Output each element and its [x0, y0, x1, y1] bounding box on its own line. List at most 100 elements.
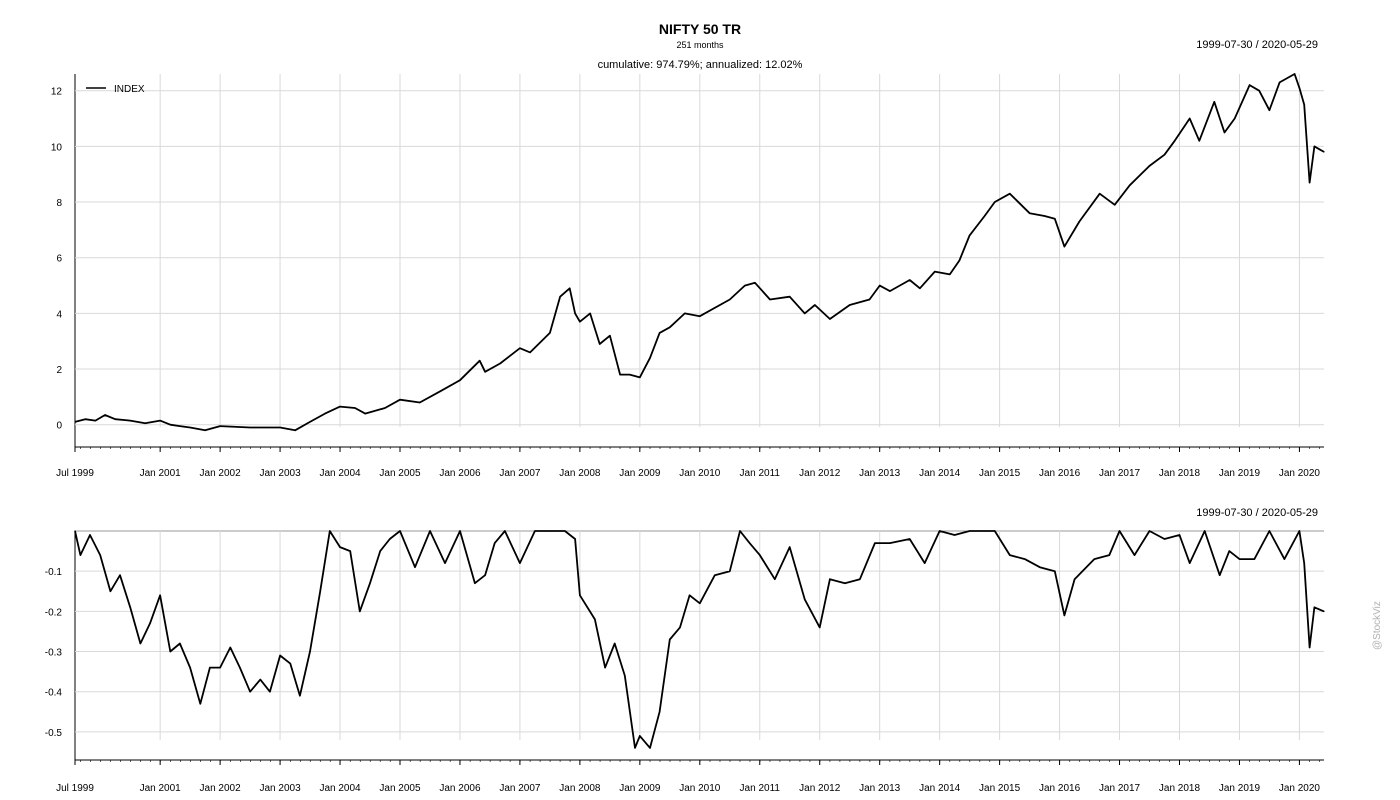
drawdown-x-tick-label: Jan 2004 — [319, 783, 361, 794]
drawdown-data-point — [1178, 534, 1181, 536]
drawdown-data-point — [789, 546, 791, 548]
index-data-point — [104, 414, 106, 416]
drawdown-y-tick-label: -0.5 — [45, 728, 63, 739]
index-data-point — [669, 326, 671, 328]
drawdown-data-point — [369, 582, 371, 584]
index-data-point — [179, 425, 181, 427]
index-data-point — [459, 379, 461, 381]
index-data-point — [324, 413, 326, 415]
drawdown-data-point — [1039, 566, 1041, 568]
index-data-point — [399, 399, 401, 401]
drawdown-data-point — [1133, 554, 1136, 556]
index-data-point — [958, 259, 961, 262]
drawdown-data-point — [89, 534, 91, 536]
index-data-point — [1234, 117, 1236, 120]
index-data-point — [814, 304, 816, 306]
drawdown-data-point — [614, 642, 616, 645]
drawdown-data-point — [1323, 610, 1325, 613]
drawdown-data-point — [414, 566, 416, 568]
drawdown-data-point — [1118, 530, 1121, 532]
drawdown-data-point — [804, 598, 806, 600]
drawdown-x-tick-label: Jan 2002 — [200, 783, 242, 794]
drawdown-data-point — [679, 626, 681, 629]
drawdown-x-tick-label: Jul 1999 — [56, 783, 94, 794]
date-range-top: 1999-07-30 / 2020-05-29 — [1196, 39, 1318, 51]
drawdown-data-point — [129, 606, 131, 608]
drawdown-data-point — [459, 530, 461, 532]
drawdown-data-point — [909, 538, 911, 540]
drawdown-x-tick-label: Jan 2018 — [1159, 783, 1201, 794]
drawdown-data-point — [689, 594, 691, 596]
drawdown-x-tick-label: Jan 2006 — [439, 783, 481, 794]
index-data-point — [354, 407, 356, 409]
drawdown-y-tick-label: -0.1 — [45, 567, 63, 578]
index-data-point — [1279, 81, 1281, 83]
drawdown-data-point — [379, 550, 381, 552]
index-data-point — [484, 371, 486, 373]
index-x-tick-label: Jan 2016 — [1039, 468, 1081, 479]
drawdown-data-point — [444, 562, 446, 564]
index-data-point — [364, 413, 366, 415]
index-data-point — [479, 360, 481, 362]
drawdown-panel: -0.1 -0.2 -0.3 -0.4 -0.5 Jul 1999 Jan 2001 Jan … — [45, 530, 1325, 794]
index-x-tick-label: Jan 2007 — [499, 468, 541, 479]
drawdown-data-point — [1148, 530, 1151, 532]
drawdown-data-point — [139, 642, 141, 645]
drawdown-x-tick-label: Jan 2017 — [1099, 783, 1141, 794]
index-data-point — [1174, 140, 1176, 142]
index-data-point — [984, 215, 986, 217]
index-data-point — [1078, 220, 1080, 223]
drawdown-x-tick-label: Jan 2014 — [919, 783, 961, 794]
drawdown-x-tick-label: Jan 2013 — [859, 783, 901, 794]
index-data-point — [589, 312, 591, 314]
drawdown-data-point — [1163, 538, 1166, 540]
index-data-point — [769, 298, 771, 301]
index-y-tick-label: 0 — [56, 421, 62, 432]
index-data-point — [879, 285, 881, 287]
index-data-point — [1054, 218, 1056, 220]
drawdown-x-tick-label: Jan 2011 — [740, 783, 781, 794]
index-data-point — [849, 304, 851, 306]
drawdown-data-point — [349, 550, 351, 552]
drawdown-data-point — [189, 667, 191, 669]
index-y-tick-label: 6 — [56, 254, 62, 265]
index-x-tick-label: Jan 2020 — [1279, 468, 1321, 479]
index-data-point — [1148, 165, 1151, 167]
index-data-point — [1303, 104, 1305, 106]
watermark: @StockViz — [1372, 601, 1383, 650]
index-data-point — [219, 425, 221, 427]
drawdown-data-point — [99, 554, 101, 556]
drawdown-data-point — [579, 594, 581, 596]
index-data-point — [439, 390, 441, 392]
index-data-point — [519, 347, 521, 349]
drawdown-data-point — [169, 650, 171, 653]
drawdown-y-tick-label: -0.4 — [45, 688, 63, 699]
index-y-tick-label: 4 — [56, 309, 62, 320]
index-data-point — [729, 298, 731, 301]
drawdown-data-point — [494, 542, 496, 544]
index-x-tick-label: Jan 2004 — [319, 468, 361, 479]
index-data-point — [94, 420, 96, 422]
drawdown-x-tick-label: Jan 2007 — [499, 783, 541, 794]
index-data-point — [754, 282, 756, 284]
index-data-point — [384, 407, 386, 409]
drawdown-data-point — [1283, 558, 1285, 560]
drawdown-data-point — [939, 530, 941, 532]
drawdown-x-tick-label: Jan 2012 — [799, 783, 841, 794]
drawdown-data-point — [649, 747, 651, 749]
index-data-point — [204, 429, 206, 431]
drawdown-x-tick-label: Jan 2005 — [379, 783, 421, 794]
drawdown-data-point — [319, 590, 321, 592]
drawdown-data-point — [1219, 574, 1221, 576]
drawdown-x-tick-label: Jan 2008 — [559, 783, 601, 794]
index-x-tick-label: Jan 2013 — [859, 468, 901, 479]
index-x-tick-label: Jan 2012 — [799, 468, 841, 479]
drawdown-data-point — [389, 538, 391, 540]
drawdown-x-tick-label: Jan 2016 — [1039, 783, 1081, 794]
index-data-point — [74, 421, 76, 423]
drawdown-data-point — [484, 574, 486, 576]
index-x-tick-label: Jan 2014 — [919, 468, 961, 479]
index-data-point — [744, 285, 746, 287]
drawdown-data-point — [279, 654, 281, 657]
drawdown-x-tick-label: Jan 2010 — [679, 783, 721, 794]
